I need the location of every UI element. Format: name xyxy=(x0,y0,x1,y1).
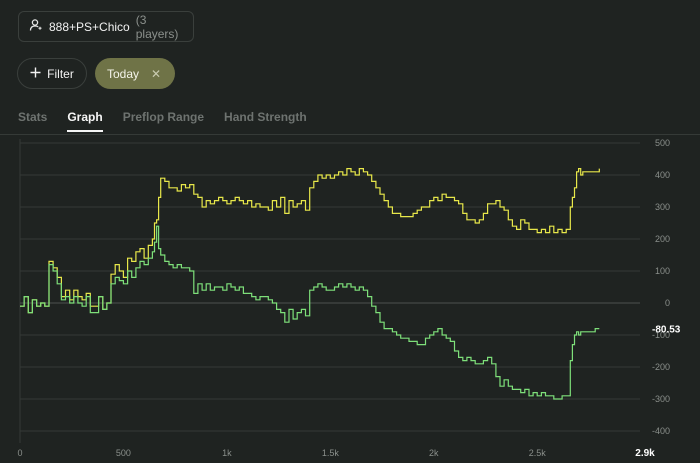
series-line-yellow xyxy=(20,168,600,314)
player-count: (3 players) xyxy=(135,12,179,41)
y-tick-label: 500 xyxy=(655,138,670,148)
y-tick-label: 200 xyxy=(655,234,670,244)
x-tick-label: 2.5k xyxy=(529,448,547,458)
y-tick-label: 100 xyxy=(655,266,670,276)
y-tick-label: -400 xyxy=(652,426,670,436)
x-tick-label: 2k xyxy=(429,448,439,458)
last-value-label: -80.53 xyxy=(652,325,681,336)
tab-stats[interactable]: Stats xyxy=(18,110,48,124)
y-tick-label: -200 xyxy=(652,362,670,372)
session-name: 888+PS+Chico xyxy=(49,19,130,34)
y-tick-label: 400 xyxy=(655,170,670,180)
winnings-graph: 500 400 300 200 100 0 -100 -200 -300 -400 0 500 1k 1.… xyxy=(17,138,681,459)
y-tick-label: 0 xyxy=(665,298,670,308)
session-selector[interactable]: 888+PS+Chico (3 players) xyxy=(18,11,194,42)
tab-hand-strength[interactable]: Hand Strength xyxy=(224,110,307,124)
y-tick-label: -300 xyxy=(652,394,670,404)
series-line-green xyxy=(20,225,600,400)
x-tick-label: 0 xyxy=(17,448,22,458)
x-tick-label: 500 xyxy=(116,448,131,458)
tab-preflop-range[interactable]: Preflop Range xyxy=(122,110,205,124)
tab-graph[interactable]: Graph xyxy=(67,110,103,132)
y-tick-label: 300 xyxy=(655,202,670,212)
x-tick-label: 1.5k xyxy=(322,448,340,458)
plus-icon xyxy=(30,67,41,81)
x-max-label: 2.9k xyxy=(635,448,655,459)
x-tick-label: 1k xyxy=(222,448,232,458)
date-filter-chip[interactable]: Today ✕ xyxy=(95,58,175,89)
chip-label: Today xyxy=(107,66,140,81)
close-icon[interactable]: ✕ xyxy=(151,66,162,81)
y-tick-label: -100 xyxy=(652,330,670,340)
tabs-divider xyxy=(0,134,700,135)
tab-bar: Stats Graph Preflop Range Hand Strength xyxy=(18,110,327,132)
user-icon xyxy=(29,18,43,35)
filter-button[interactable]: Filter xyxy=(17,58,87,89)
filter-label: Filter xyxy=(47,66,74,81)
